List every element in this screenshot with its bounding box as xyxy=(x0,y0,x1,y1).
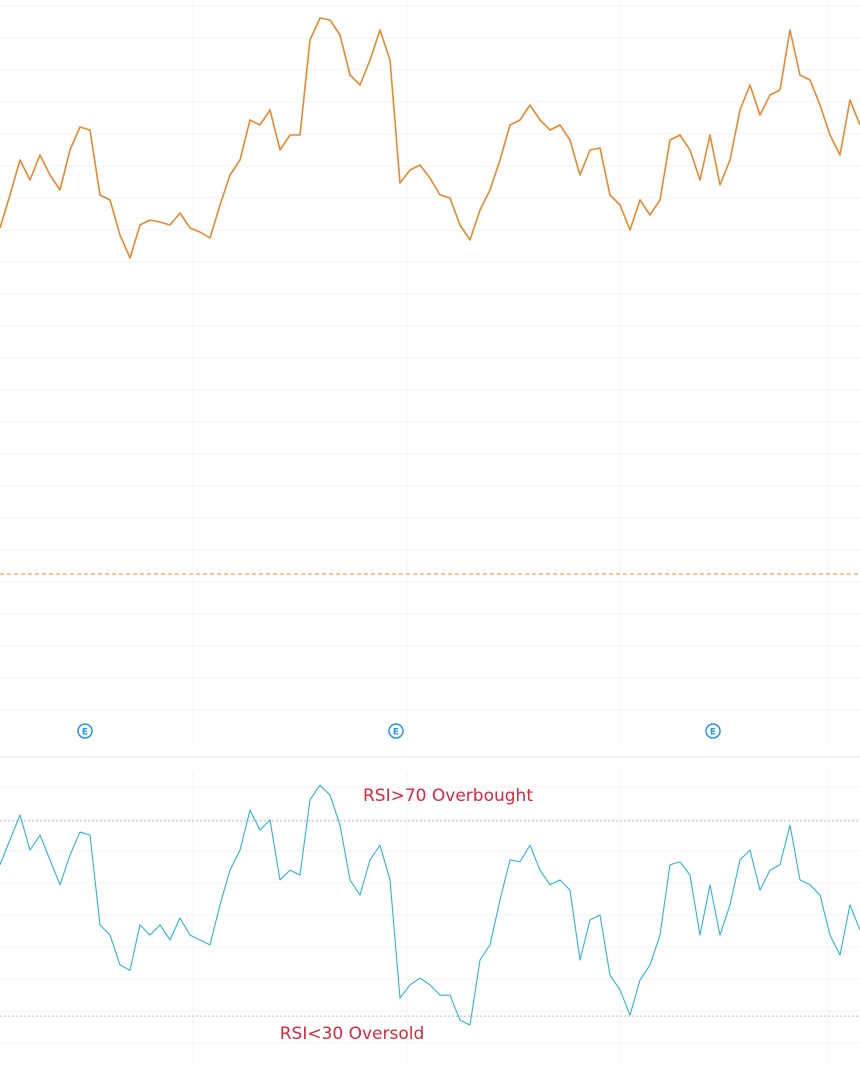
event-label: E xyxy=(393,728,399,738)
line xyxy=(0,784,860,1026)
event-marker xyxy=(77,723,93,739)
level-label: RSI>70 Overbought xyxy=(363,786,533,806)
event-label: E xyxy=(710,728,716,738)
level-label: RSI<30 Oversold xyxy=(280,1024,425,1044)
line xyxy=(0,17,860,259)
event-label: E xyxy=(82,728,88,738)
event-marker xyxy=(388,723,404,739)
event-marker xyxy=(705,723,721,739)
